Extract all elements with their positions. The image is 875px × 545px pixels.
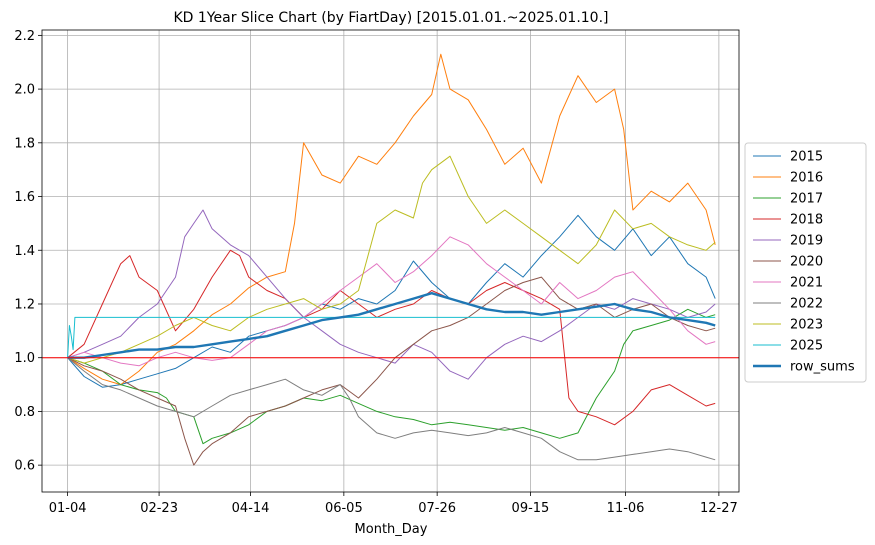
series-line-2016 <box>67 53 716 386</box>
x-tick-label: 11-06 <box>607 501 645 516</box>
legend: 2015 2016 2017 2018 2019 2020 2021 2022 2023 2025… <box>744 142 867 383</box>
legend-label-2021: 2021 <box>790 276 823 291</box>
x-tick-label: 04-14 <box>232 501 270 516</box>
x-tick-label: 01-04 <box>49 501 87 516</box>
legend-label-2022: 2022 <box>790 297 823 312</box>
legend-label-2018: 2018 <box>790 213 823 228</box>
series-line-2015 <box>67 214 716 388</box>
x-tick-label: 06-05 <box>325 501 363 516</box>
series-line-row_sums <box>67 292 716 359</box>
x-tick-label: 09-15 <box>512 501 550 516</box>
y-tick-label: 0.8 <box>14 405 35 420</box>
series-line-2021 <box>67 236 716 367</box>
series-line-2018 <box>67 249 716 426</box>
y-tick-label: 1.8 <box>14 136 35 151</box>
series-line-2017 <box>67 308 716 445</box>
legend-label-2019: 2019 <box>790 234 823 249</box>
y-tick-label: 1.6 <box>14 190 35 205</box>
plot-area: 01-04 02-23 04-14 06-05 07-26 09-15 11-06 12-27… <box>14 29 740 516</box>
legend-label-2020: 2020 <box>790 255 823 270</box>
legend-label-2017: 2017 <box>790 192 823 207</box>
y-tick-label: 1.2 <box>14 297 35 312</box>
x-tick-label: 02-23 <box>140 501 178 516</box>
x-tick-label: 12-27 <box>700 501 738 516</box>
legend-label-2025: 2025 <box>790 339 823 354</box>
series-line-2025 <box>67 316 716 358</box>
axes-frame <box>41 29 740 493</box>
y-tick-label: 2.2 <box>14 29 35 44</box>
legend-label-2023: 2023 <box>790 318 823 333</box>
series-line-2020 <box>67 276 716 466</box>
series-line-2023 <box>67 155 716 364</box>
legend-box <box>744 142 867 383</box>
legend-label-2016: 2016 <box>790 171 823 186</box>
y-tick-label: 2.0 <box>14 83 35 98</box>
y-tick-label: 1.4 <box>14 244 35 259</box>
chart-title: KD 1Year Slice Chart (by FiartDay) [2015… <box>173 10 608 26</box>
x-tick-label: 07-26 <box>418 501 456 516</box>
legend-label-2015: 2015 <box>790 150 823 165</box>
x-axis-label: Month_Day <box>355 522 428 537</box>
y-tick-label: 1.0 <box>14 351 35 366</box>
series-line-2022 <box>67 357 716 461</box>
series-line-2019 <box>67 209 716 380</box>
y-tick-label: 0.6 <box>14 459 35 474</box>
legend-label-row_sums: row_sums <box>790 360 855 375</box>
